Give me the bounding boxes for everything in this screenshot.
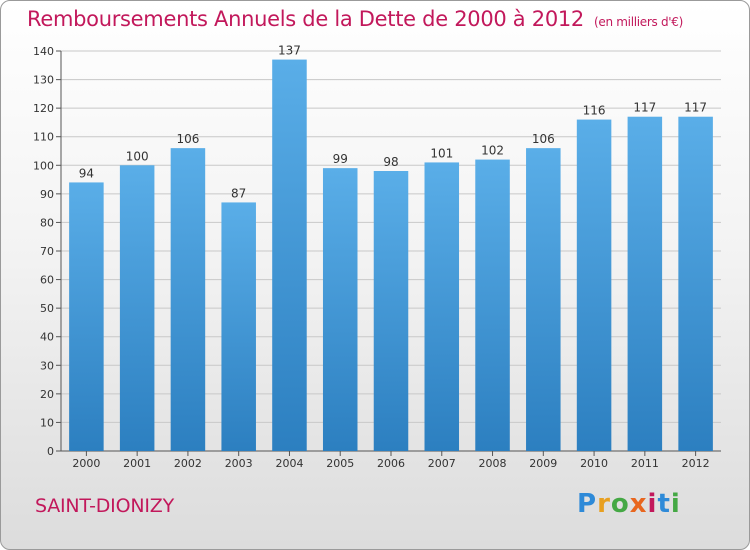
- labels: 0 10 20 30 40 50 60 70 80 90 100 110 120 130 140 2000 94…: [33, 44, 710, 470]
- data-label: 87: [231, 186, 246, 200]
- y-tick-label: 110: [33, 131, 54, 144]
- x-tick-label: 2000: [72, 457, 100, 470]
- chart-unit: (en milliers d'€): [594, 15, 684, 29]
- chart-title: Remboursements Annuels de la Dette de 20…: [27, 7, 683, 31]
- x-tick-label: 2007: [428, 457, 456, 470]
- bar-2008: [475, 159, 510, 452]
- bars: [69, 59, 713, 452]
- bar-2004: [272, 59, 307, 451]
- bar-2011: [627, 116, 663, 451]
- x-tick-label: 2009: [529, 457, 557, 470]
- bar-2006: [373, 171, 409, 451]
- y-tick-label: 50: [40, 302, 54, 315]
- x-tick-label: 2012: [682, 457, 710, 470]
- x-tick-label: 2011: [631, 457, 659, 470]
- bar-2010: [576, 119, 612, 452]
- y-tick-label: 40: [40, 331, 54, 344]
- x-tick-label: 2005: [326, 457, 354, 470]
- data-label: 101: [430, 146, 453, 160]
- y-tick-label: 60: [40, 274, 54, 287]
- data-label: 116: [583, 104, 606, 118]
- data-label: 94: [79, 166, 94, 180]
- bar-2003: [221, 202, 256, 451]
- y-tick-label: 120: [33, 102, 54, 115]
- x-tick-label: 2001: [123, 457, 151, 470]
- data-label: 137: [278, 44, 301, 58]
- commune-name: SAINT-DIONIZY: [35, 495, 174, 517]
- x-tick-label: 2004: [275, 457, 303, 470]
- bar-2012: [678, 116, 713, 451]
- bar-2000: [69, 182, 104, 451]
- y-tick-label: 20: [40, 388, 54, 401]
- bar-2009: [526, 148, 561, 451]
- y-tick-label: 10: [40, 416, 54, 429]
- bar-2005: [322, 168, 358, 451]
- y-tick-label: 70: [40, 245, 54, 258]
- x-tick-label: 2006: [377, 457, 405, 470]
- bar-2007: [424, 162, 460, 451]
- chart-title-text: Remboursements Annuels de la Dette de 20…: [27, 7, 584, 31]
- y-tick-label: 80: [40, 216, 54, 229]
- x-tick-label: 2003: [225, 457, 253, 470]
- data-label: 106: [176, 132, 199, 146]
- y-tick-label: 130: [33, 74, 54, 87]
- data-label: 102: [481, 144, 504, 158]
- x-tick-label: 2008: [479, 457, 507, 470]
- logo-letter: o: [610, 489, 630, 519]
- data-label: 117: [633, 101, 656, 115]
- logo-letter: i: [647, 489, 658, 519]
- logo-letter: r: [597, 489, 611, 519]
- data-label: 98: [383, 155, 398, 169]
- logo-letter: P: [577, 489, 598, 519]
- data-label: 106: [532, 132, 555, 146]
- data-label: 117: [684, 101, 707, 115]
- data-label: 100: [126, 149, 149, 163]
- logo-letter: t: [657, 489, 671, 519]
- y-tick-label: 90: [40, 188, 54, 201]
- x-tick-label: 2010: [580, 457, 608, 470]
- bar-2001: [119, 165, 155, 452]
- x-tick-label: 2002: [174, 457, 202, 470]
- y-tick-label: 140: [33, 45, 54, 58]
- y-tick-label: 30: [40, 359, 54, 372]
- logo-letter: i: [670, 489, 681, 519]
- y-tick-label: 0: [47, 445, 54, 458]
- logo-letter: x: [629, 489, 648, 519]
- data-label: 99: [333, 152, 348, 166]
- y-tick-label: 100: [33, 159, 54, 172]
- bar-2002: [170, 148, 206, 451]
- proxiti-logo: Proxiti: [577, 489, 681, 519]
